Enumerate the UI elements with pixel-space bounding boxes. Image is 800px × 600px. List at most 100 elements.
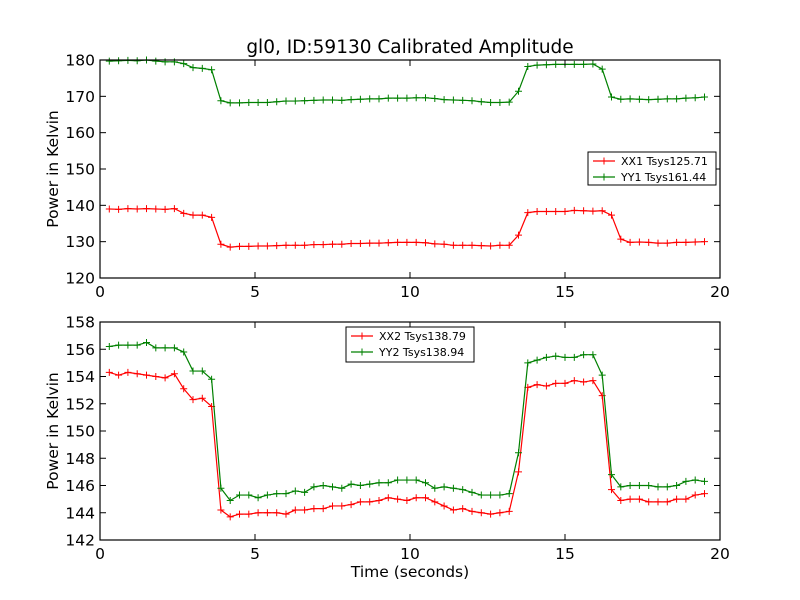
y-tick-label: 120 (65, 270, 95, 288)
legend-label: YY2 Tsys138.94 (378, 346, 464, 359)
data-point-marker (115, 57, 123, 65)
data-point-marker (403, 94, 411, 102)
data-point-marker (375, 479, 383, 487)
data-point-marker (338, 502, 346, 510)
data-point-marker (608, 471, 615, 479)
data-point-marker (394, 94, 402, 102)
data-point-marker (189, 367, 197, 375)
data-point-marker (273, 98, 281, 106)
data-point-marker (542, 382, 550, 390)
data-point-marker (645, 238, 653, 246)
data-point-marker (291, 97, 299, 105)
data-point-marker (310, 96, 318, 104)
data-point-marker (124, 205, 132, 213)
data-point-marker (375, 239, 383, 247)
data-point-marker (115, 371, 123, 379)
data-point-marker (412, 94, 420, 102)
data-point-marker (226, 99, 234, 107)
data-point-marker (617, 496, 625, 504)
data-point-marker (589, 377, 597, 385)
data-point-marker (515, 468, 522, 476)
data-point-marker (236, 491, 243, 499)
x-tick-label: 5 (250, 283, 260, 301)
y-tick-label: 152 (65, 395, 95, 413)
legend: XX2 Tsys138.79 YY2 Tsys138.94 (345, 326, 475, 363)
bottom-subplot: 0 5 10 15 20 142 144 146 148 150 152 154 156 158 Power… (44, 314, 730, 582)
legend-marker-swatch (358, 332, 366, 340)
data-point-marker (347, 96, 355, 104)
data-point-marker (515, 231, 522, 239)
data-point-marker (412, 476, 420, 484)
data-point-marker (496, 99, 504, 107)
data-point-marker (477, 509, 485, 517)
data-point-marker (329, 240, 336, 248)
data-point-marker (533, 381, 541, 389)
data-point-marker (254, 509, 262, 517)
data-point-marker (105, 368, 113, 376)
data-point-marker (468, 97, 476, 105)
y-tick-label: 154 (65, 368, 95, 386)
data-point-marker (701, 93, 708, 101)
data-point-marker (263, 242, 271, 250)
data-point-marker (580, 60, 588, 68)
data-point-marker (542, 353, 550, 361)
data-point-marker (570, 377, 578, 385)
data-point-marker (580, 378, 588, 386)
legend-entry-red: XX1 Tsys125.71 (593, 155, 708, 168)
data-point-marker (505, 507, 513, 515)
data-point-marker (236, 242, 243, 250)
data-point-marker (440, 502, 448, 510)
data-point-marker (440, 483, 448, 491)
data-point-marker (645, 498, 653, 506)
data-point-marker (208, 213, 216, 221)
data-point-marker (570, 206, 578, 214)
data-point-marker (608, 486, 615, 494)
data-point-marker (236, 510, 243, 518)
data-point-marker (291, 241, 299, 249)
data-point-marker (384, 479, 392, 487)
data-point-marker (105, 343, 113, 351)
data-point-marker (198, 64, 206, 72)
data-point-marker (356, 95, 364, 103)
data-point-marker (356, 482, 364, 489)
data-point-marker (663, 95, 671, 103)
data-point-marker (124, 341, 132, 349)
data-point-marker (226, 513, 234, 521)
data-point-marker (329, 96, 336, 104)
data-point-marker (180, 209, 188, 217)
legend-marker-swatch (600, 173, 608, 181)
data-point-marker (449, 484, 457, 492)
data-point-marker (580, 351, 588, 359)
data-point-marker (682, 495, 690, 503)
data-point-marker (533, 208, 541, 216)
data-point-marker (598, 65, 606, 73)
data-point-marker (654, 483, 662, 491)
data-point-marker (487, 491, 495, 499)
data-point-marker (217, 484, 225, 492)
data-point-marker (570, 60, 578, 68)
data-point-marker (635, 238, 643, 246)
y-tick-label: 148 (65, 450, 95, 468)
data-point-marker (403, 238, 411, 246)
data-point-marker (682, 238, 690, 246)
data-point-marker (143, 371, 150, 379)
data-point-marker (273, 490, 281, 498)
y-tick-label: 160 (65, 124, 95, 142)
data-point-marker (180, 60, 188, 68)
data-point-marker (552, 208, 560, 216)
data-point-marker (282, 97, 290, 105)
data-point-marker (143, 338, 150, 346)
data-point-marker (477, 491, 485, 499)
data-point-marker (654, 498, 662, 506)
data-point-marker (301, 241, 309, 249)
legend-box (345, 326, 475, 363)
data-point-marker (356, 239, 364, 247)
data-point-marker (691, 476, 699, 484)
data-point-marker (301, 97, 309, 105)
data-point-marker (133, 57, 141, 65)
data-point-marker (115, 205, 123, 213)
data-point-marker (338, 240, 346, 248)
data-point-marker (329, 502, 336, 510)
data-point-marker (375, 496, 383, 504)
data-point-marker (338, 484, 346, 492)
